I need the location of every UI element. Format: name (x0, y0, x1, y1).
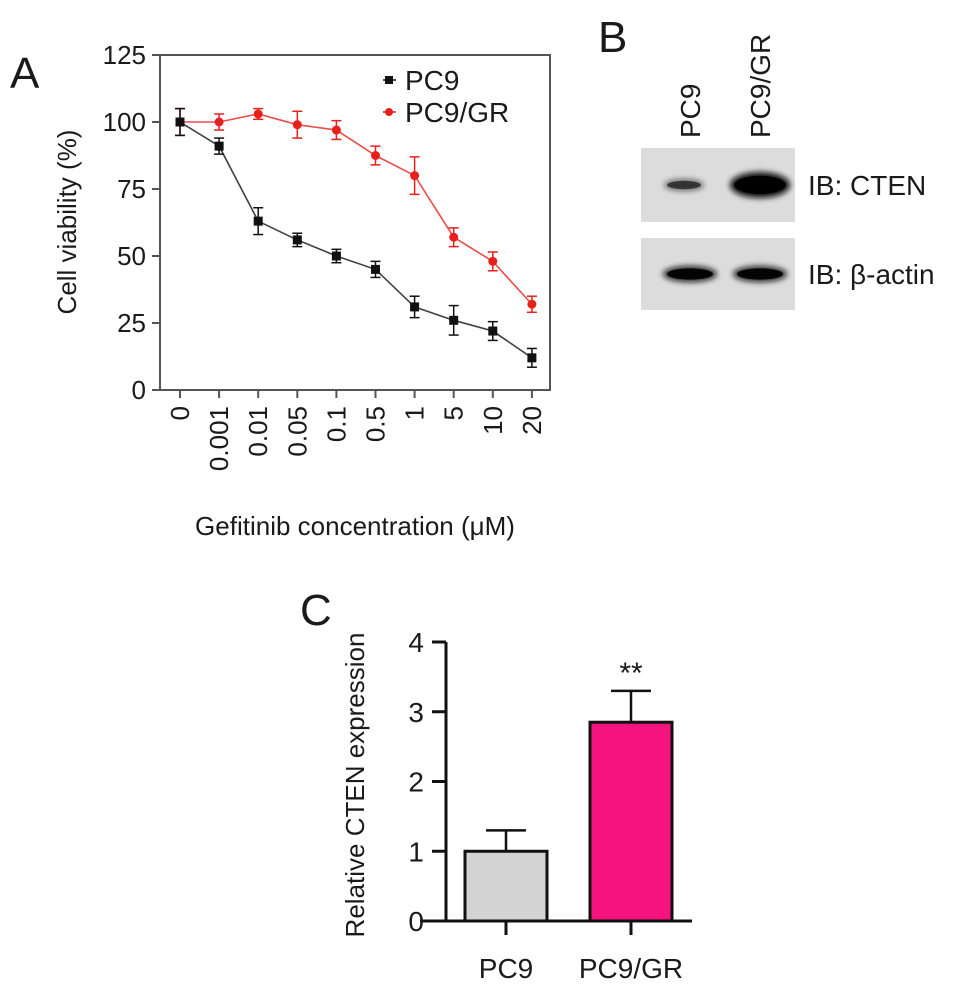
data-point (175, 117, 185, 127)
data-point (253, 216, 263, 226)
data-point (253, 109, 263, 119)
western-blot: PC9 PC9/GR IB: CTEN IB: β-actin (641, 34, 935, 310)
data-point (292, 235, 302, 245)
x-tick-label: 0.001 (204, 406, 234, 471)
blot-band-core (667, 268, 713, 280)
data-point (449, 232, 459, 242)
x-tick-label: 0.05 (282, 406, 312, 457)
x-tick-label: 0.1 (321, 406, 351, 442)
data-point (371, 151, 380, 160)
data-point (410, 171, 420, 181)
blot-band-core (737, 268, 783, 280)
y-tick-label: 75 (117, 174, 146, 204)
x-tick-label: PC9 (479, 953, 533, 984)
blot-band-core (667, 180, 701, 190)
y-tick-label: 2 (408, 767, 424, 798)
panel-label-c: C (300, 586, 332, 635)
data-point (214, 117, 224, 127)
bar (463, 849, 549, 923)
data-point (527, 353, 537, 363)
y-tick-label: 25 (117, 308, 146, 338)
x-tick-label: 10 (478, 406, 508, 435)
data-point (488, 256, 498, 266)
lane-label: PC9 (675, 84, 706, 138)
blot-band-core (734, 175, 786, 195)
data-point (331, 125, 341, 135)
viability-line-chart: 0 25 50 75 100 125 0 0.001 0.01 0.05 0.1 0.5 1 5 10 20 P… (103, 40, 551, 471)
significance-label: ** (619, 657, 643, 690)
y-tick-label: 100 (103, 107, 146, 137)
x-tick-label: 20 (517, 406, 547, 435)
blot-row-label: IB: CTEN (808, 170, 926, 201)
x-tick-label: 1 (400, 406, 430, 420)
y-tick-label: 50 (117, 241, 146, 271)
y-tick-label: 0 (408, 906, 424, 937)
x-tick-label: PC9/GR (579, 953, 683, 984)
data-point (371, 264, 380, 274)
blot-row-label: IB: β-actin (808, 259, 935, 290)
plot-frame (159, 54, 551, 391)
data-point (527, 299, 537, 309)
y-tick-label: 4 (408, 627, 424, 658)
data-point (488, 326, 498, 336)
panel-label-a: A (10, 49, 40, 98)
x-tick-label: 0.01 (243, 406, 273, 457)
y-tick-label: 0 (132, 375, 146, 405)
data-point (292, 120, 302, 130)
x-axis-label: Gefitinib concentration (μM) (195, 511, 515, 541)
x-tick-label: 0.5 (361, 406, 391, 442)
y-tick-label: 125 (103, 40, 146, 70)
data-point (331, 251, 341, 261)
lane-label: PC9/GR (745, 34, 776, 138)
series-line (180, 113, 533, 305)
data-point (410, 302, 420, 312)
y-axis-label: Cell viability (%) (52, 130, 82, 315)
bar (588, 720, 674, 923)
panel-label-b: B (598, 13, 627, 62)
legend-label: PC9 (405, 65, 459, 96)
series-line (179, 121, 533, 359)
y-tick-label: 3 (408, 697, 424, 728)
expression-bar-chart: 0 1 2 3 4 PC9 PC9/GR ** (408, 627, 692, 984)
x-tick-label: 0 (165, 406, 195, 420)
legend-label: PC9/GR (405, 97, 509, 128)
x-tick-label: 5 (439, 406, 469, 420)
data-point (449, 315, 459, 325)
y-axis-label: Relative CTEN expression (340, 633, 370, 938)
y-tick-label: 1 (408, 836, 424, 867)
data-point (214, 141, 224, 151)
